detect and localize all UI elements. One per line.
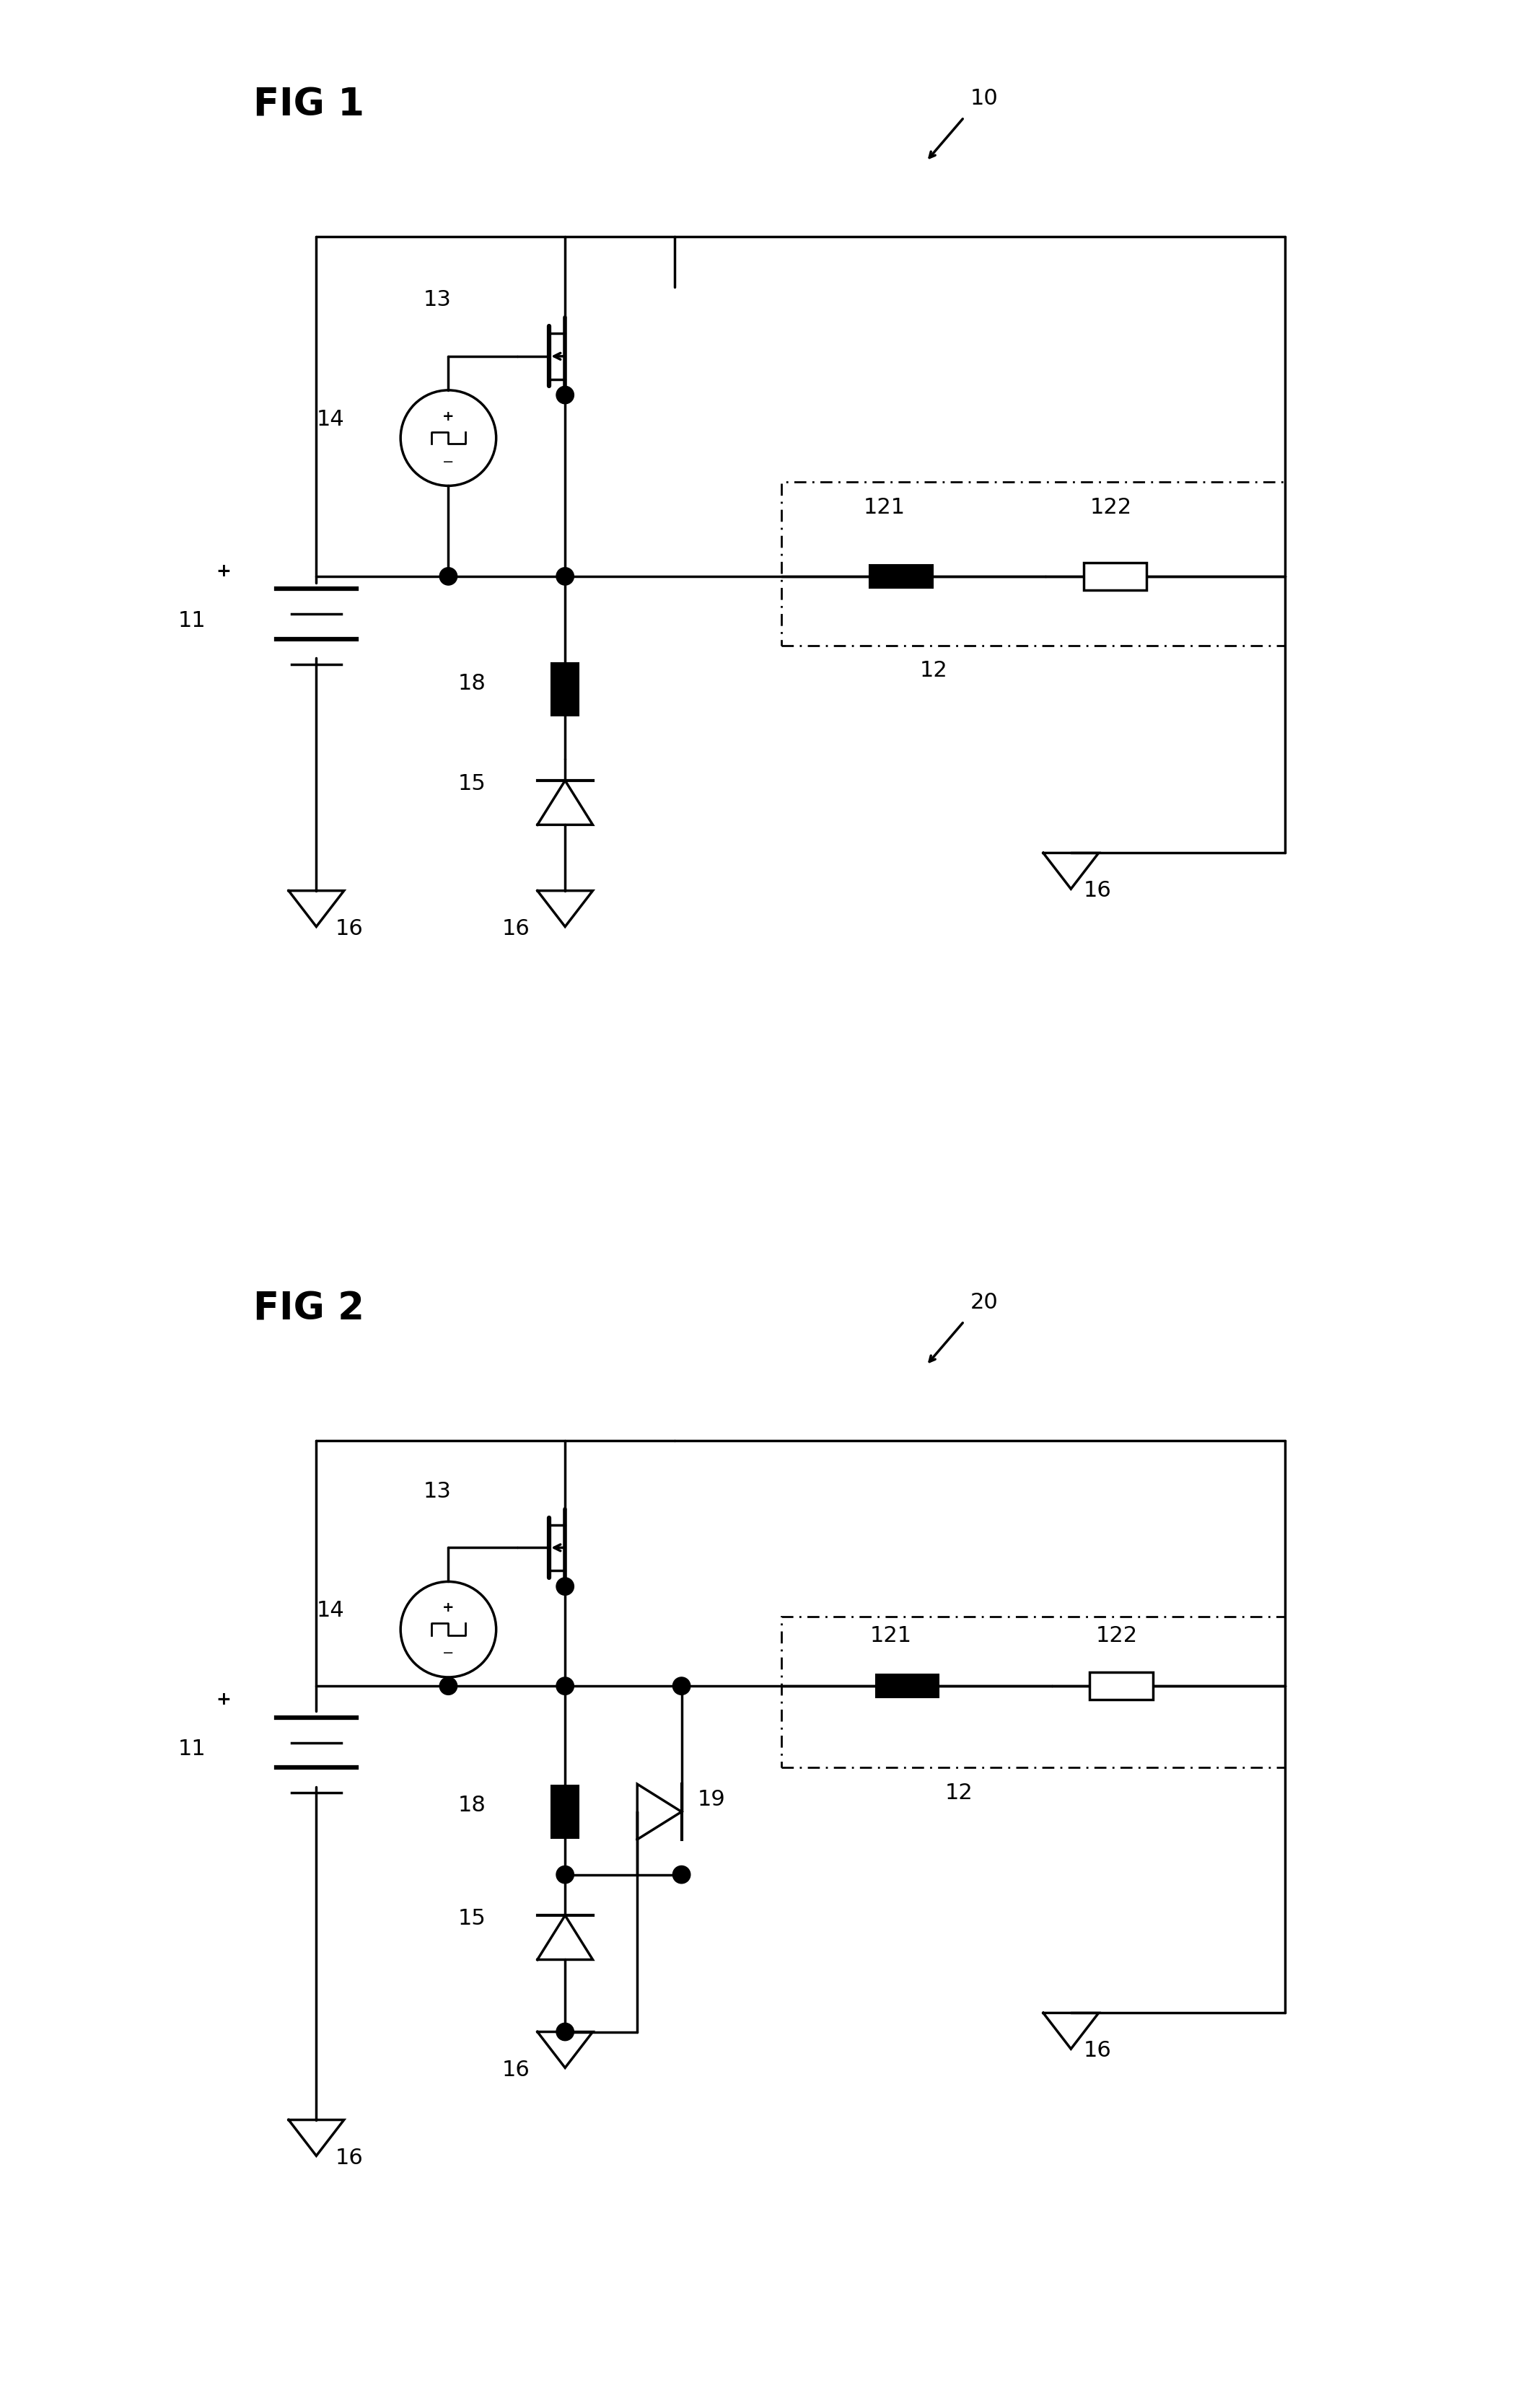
Circle shape — [557, 385, 573, 405]
Text: +: + — [442, 409, 454, 424]
Text: 16: 16 — [1083, 881, 1112, 901]
Text: 122: 122 — [1089, 496, 1132, 518]
Text: +: + — [442, 1601, 454, 1616]
Text: 16: 16 — [502, 917, 530, 939]
Text: 11: 11 — [179, 609, 206, 631]
Text: 121: 121 — [870, 1625, 912, 1647]
Text: 122: 122 — [1095, 1625, 1138, 1647]
Bar — [551, 1784, 579, 1837]
Text: 12: 12 — [920, 660, 949, 681]
Bar — [551, 662, 579, 715]
Text: 13: 13 — [424, 289, 451, 311]
Bar — [782, 1616, 1285, 1767]
Text: 11: 11 — [179, 1739, 206, 1760]
Text: 10: 10 — [970, 89, 999, 108]
Text: 18: 18 — [458, 1794, 486, 1816]
Text: +: + — [216, 1690, 231, 1707]
Text: 16: 16 — [336, 917, 363, 939]
Bar — [1083, 563, 1147, 590]
Bar — [870, 566, 932, 588]
Text: 20: 20 — [970, 1293, 999, 1312]
Polygon shape — [537, 1914, 593, 1960]
Text: 15: 15 — [458, 1907, 486, 1929]
Text: 19: 19 — [697, 1789, 725, 1811]
Text: FIG 2: FIG 2 — [253, 1291, 365, 1327]
Bar — [876, 1674, 940, 1698]
Text: FIG 1: FIG 1 — [253, 87, 365, 123]
Circle shape — [557, 1678, 573, 1695]
Bar — [782, 482, 1285, 645]
Circle shape — [440, 1678, 457, 1695]
Text: 14: 14 — [316, 1601, 345, 1621]
Text: 18: 18 — [458, 672, 486, 694]
Polygon shape — [637, 1784, 681, 1840]
Circle shape — [557, 1866, 573, 1883]
Circle shape — [440, 568, 457, 585]
Text: 16: 16 — [502, 2059, 530, 2081]
Circle shape — [557, 2023, 573, 2040]
Text: −: − — [442, 455, 454, 470]
Text: 121: 121 — [864, 496, 905, 518]
Text: 16: 16 — [336, 2148, 363, 2167]
Text: 13: 13 — [424, 1481, 451, 1503]
Text: 15: 15 — [458, 773, 486, 795]
Text: −: − — [442, 1647, 454, 1659]
Circle shape — [673, 1678, 690, 1695]
Circle shape — [673, 1866, 690, 1883]
Text: 14: 14 — [316, 409, 345, 429]
Bar — [1089, 1671, 1153, 1700]
Text: +: + — [216, 563, 231, 580]
Text: 12: 12 — [946, 1782, 973, 1804]
Text: 16: 16 — [1083, 2040, 1112, 2061]
Circle shape — [557, 568, 573, 585]
Polygon shape — [537, 780, 593, 826]
Circle shape — [557, 1577, 573, 1594]
